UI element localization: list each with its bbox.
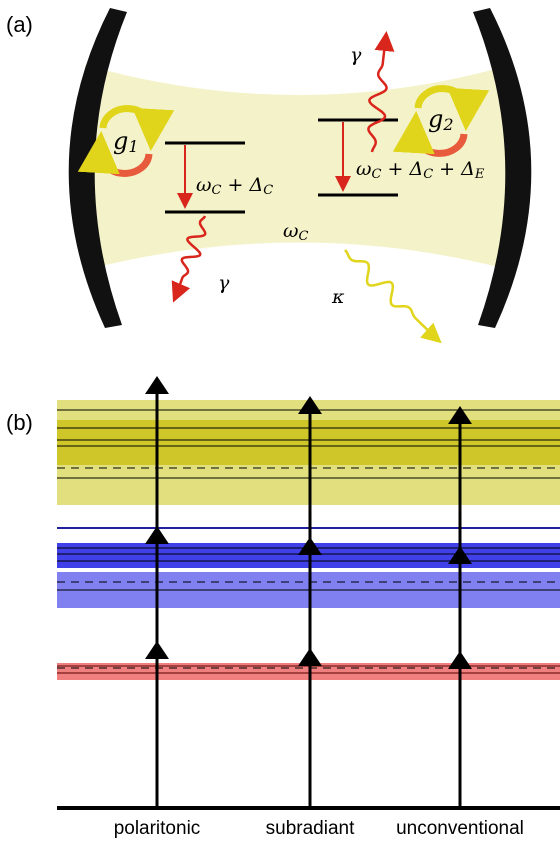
subscript: 2 bbox=[442, 115, 453, 134]
cavity-loss-wave bbox=[345, 250, 438, 340]
arrow-head bbox=[145, 376, 169, 394]
figure: (a) g1 g2 ωC + ΔC ωC + ΔC + ΔE ωC γ γ κ … bbox=[0, 0, 560, 844]
symbol: + Δ bbox=[433, 158, 475, 180]
subscript: C bbox=[299, 229, 309, 244]
arrow-head bbox=[145, 641, 169, 659]
symbol: + Δ bbox=[381, 158, 423, 180]
symbol: ω bbox=[356, 158, 372, 180]
panel-label: (a) bbox=[6, 12, 33, 37]
subscript: C bbox=[372, 167, 382, 182]
panel-label: (b) bbox=[6, 410, 33, 435]
symbol: ω bbox=[196, 174, 212, 196]
symbol: + Δ bbox=[221, 174, 263, 196]
subscript: 1 bbox=[128, 137, 138, 156]
subscript: C bbox=[263, 183, 273, 198]
subscript: C bbox=[212, 183, 222, 198]
arrow-head bbox=[448, 651, 472, 669]
transition-label: ωC + ΔC bbox=[196, 174, 273, 198]
symbol: g bbox=[428, 105, 443, 133]
symbol: ω bbox=[283, 220, 299, 242]
decay-label: γ bbox=[350, 44, 362, 66]
symbol: g bbox=[113, 127, 128, 155]
loss-label: κ bbox=[331, 286, 345, 308]
subscript: E bbox=[474, 167, 485, 182]
decay-label: γ bbox=[218, 272, 230, 294]
column-label: unconventional bbox=[396, 818, 524, 839]
arrow-head bbox=[298, 648, 322, 666]
column-label: polaritonic bbox=[114, 818, 201, 839]
subscript: C bbox=[423, 167, 433, 182]
column-label: subradiant bbox=[266, 818, 355, 839]
